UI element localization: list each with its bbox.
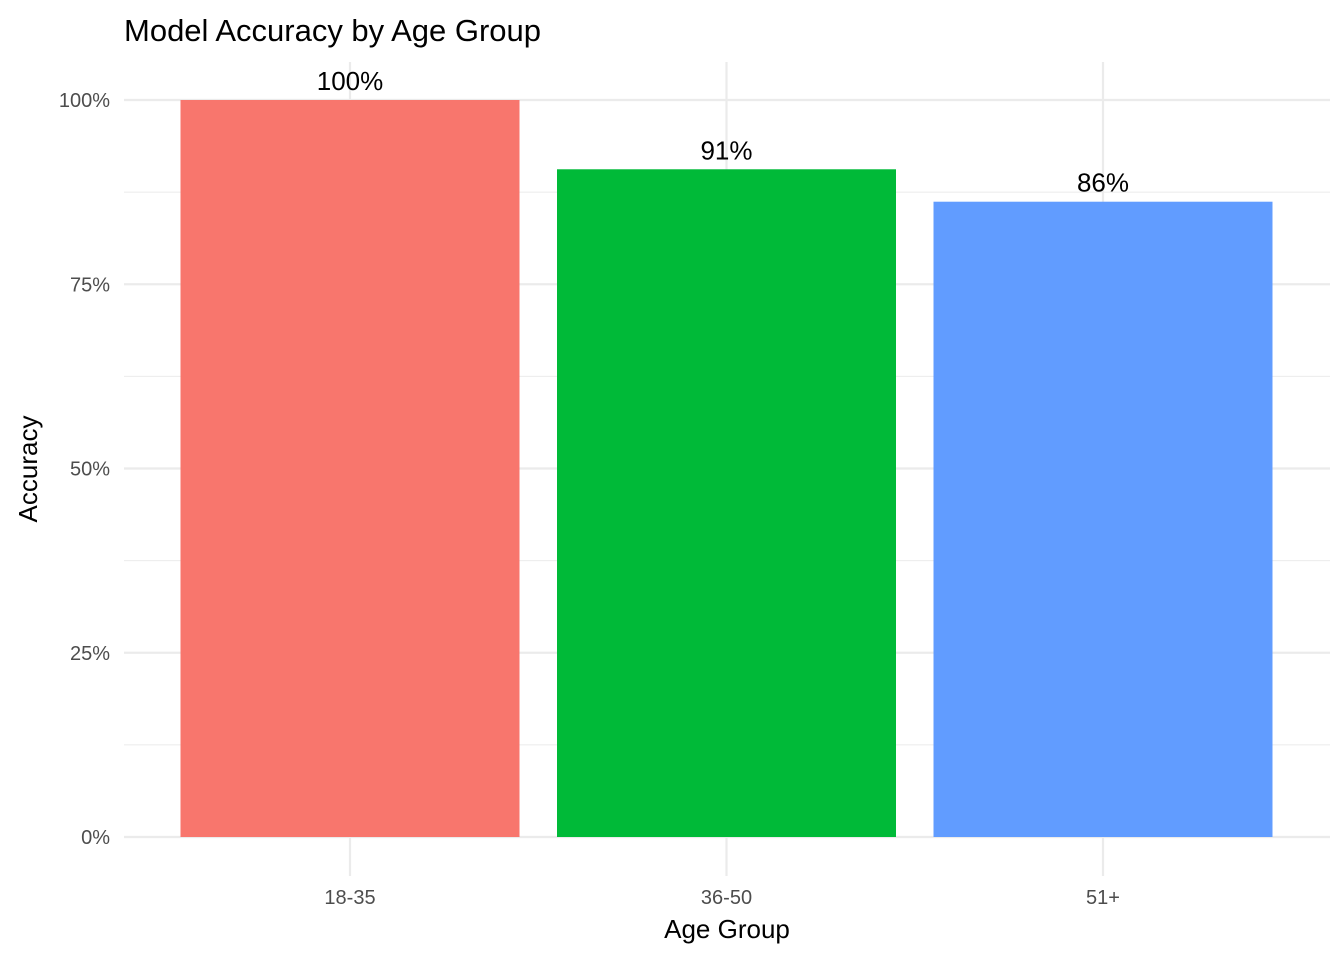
bar-36-50 xyxy=(557,169,896,837)
bars xyxy=(180,100,1273,837)
x-axis-ticks: 18-35 36-50 51+ xyxy=(324,887,1120,909)
y-axis-title: Accuracy xyxy=(13,416,43,523)
x-axis-title: Age Group xyxy=(664,914,790,944)
y-tick-label: 100% xyxy=(59,90,110,112)
x-tick-label: 36-50 xyxy=(701,887,752,909)
y-tick-label: 75% xyxy=(70,274,110,296)
y-tick-label: 50% xyxy=(70,459,110,481)
chart-title: Model Accuracy by Age Group xyxy=(124,13,541,48)
x-tick-label: 18-35 xyxy=(324,887,375,909)
x-tick-label: 51+ xyxy=(1086,887,1120,909)
y-tick-label: 0% xyxy=(81,827,110,849)
bar-value-label: 91% xyxy=(700,135,752,165)
bar-51+ xyxy=(933,201,1273,837)
bar-value-label: 86% xyxy=(1077,168,1129,198)
y-tick-label: 25% xyxy=(70,643,110,665)
bar-18-35 xyxy=(180,100,520,837)
y-axis-ticks: 0% 25% 50% 75% 100% xyxy=(59,90,110,849)
bar-value-label: 100% xyxy=(317,66,384,96)
data-labels: 100% 91% 86% xyxy=(317,66,1129,198)
